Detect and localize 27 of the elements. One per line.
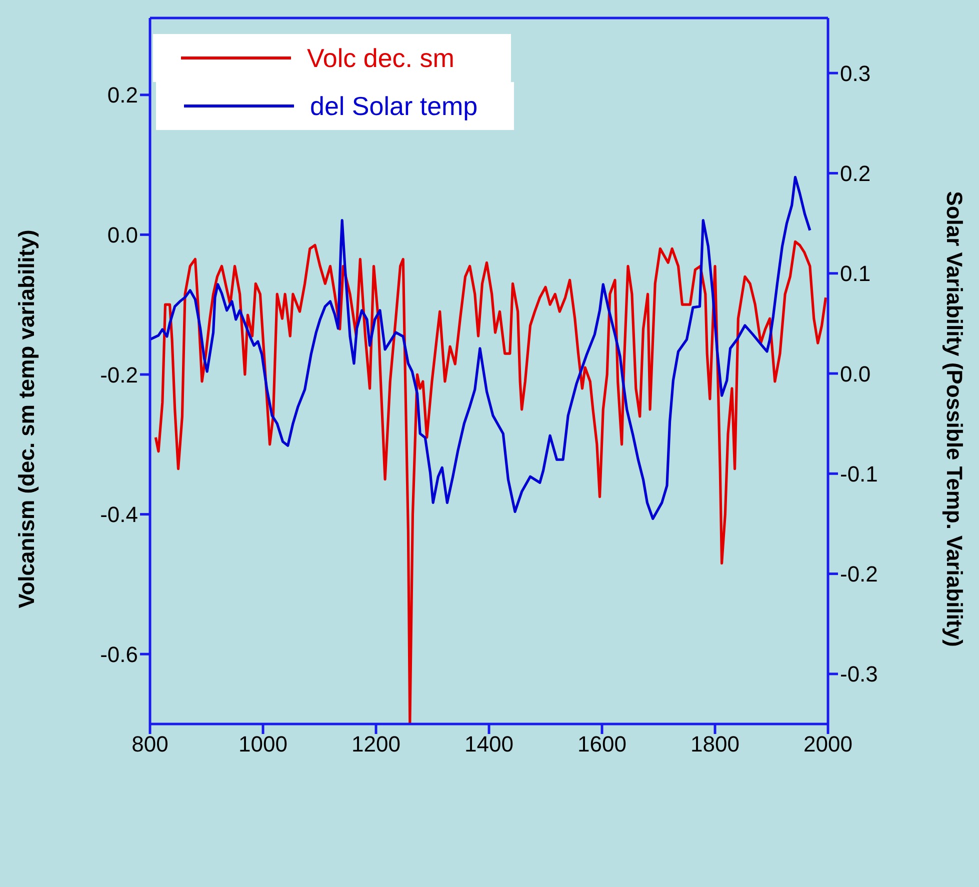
x-tick-label: 2000 [804,732,852,757]
y-tick-label: -0.6 [100,642,138,667]
line-series [150,176,812,520]
x-tick-label: 800 [132,732,168,757]
legend-label: del Solar temp [310,90,478,122]
legend-panel: del Solar temp [156,82,514,130]
y-tick-label: 0.0 [107,222,138,248]
x-tick-label: 1200 [352,732,400,757]
x-tick-label: 1800 [690,732,740,757]
legend-label: Volc dec. sm [307,42,454,74]
y2-tick-label: 0.2 [840,161,871,186]
x-tick-label: 1400 [464,732,514,757]
y2-tick-label: -0.2 [840,562,878,587]
y2-tick-label: -0.3 [840,662,878,687]
y-tick-label: -0.2 [100,362,138,388]
legend-panel: Volc dec. sm [153,34,511,82]
y2-tick-label: -0.1 [840,461,878,486]
y-tick-label: 0.2 [107,82,138,108]
y-tick-label: -0.4 [100,502,138,528]
x-tick-label: 1600 [578,732,626,757]
y2-tick-label: 0.1 [840,261,871,286]
y2-axis-title: Solar Variability (Possible Temp. Variability) [942,191,968,647]
y2-tick-label: 0.3 [840,60,871,86]
x-tick-label: 1000 [238,732,288,757]
y-axis-title: Volcanism (dec. sm temp variability) [14,230,39,608]
y2-tick-label: 0.0 [840,361,871,386]
line-series [154,240,828,724]
